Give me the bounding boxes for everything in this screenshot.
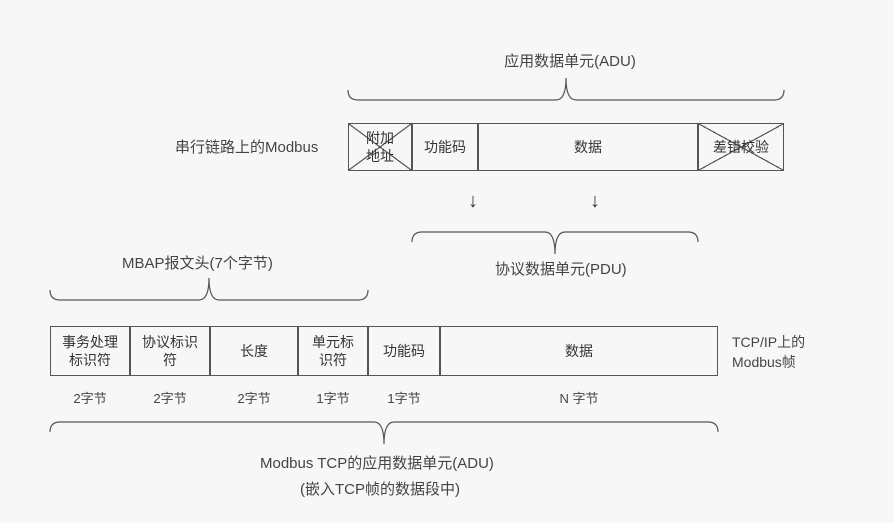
tcp-cell-3: 单元标 识符	[298, 326, 368, 376]
tcp-cell-size-4: 1字节	[368, 388, 440, 407]
serial-cell-2: 数据	[478, 123, 698, 171]
serial-cell-0: 附加 地址	[348, 123, 412, 171]
mbap-header-label: MBAP报文头(7个字节)	[122, 252, 273, 273]
serial-cell-3: 差错校验	[698, 123, 784, 171]
tcp-adu-sub-label: (嵌入TCP帧的数据段中)	[300, 478, 460, 499]
adu-top-label: 应用数据单元(ADU)	[470, 50, 670, 71]
tcp-cell-size-3: 1字节	[298, 388, 368, 407]
tcp-cell-0: 事务处理 标识符	[50, 326, 130, 376]
down-arrow-1: ↓	[590, 190, 600, 213]
tcpip-modbus-label-2: Modbus帧	[732, 352, 796, 372]
tcp-cell-size-5: N 字节	[440, 388, 718, 407]
serial-cell-1: 功能码	[412, 123, 478, 171]
tcp-adu-label: Modbus TCP的应用数据单元(ADU)	[260, 452, 494, 473]
tcp-cell-size-0: 2字节	[50, 388, 130, 407]
tcpip-modbus-label-1: TCP/IP上的	[732, 332, 805, 352]
tcp-cell-1: 协议标识 符	[130, 326, 210, 376]
tcp-cell-5: 数据	[440, 326, 718, 376]
serial-modbus-label: 串行链路上的Modbus	[175, 136, 318, 157]
down-arrow-0: ↓	[468, 190, 478, 213]
tcp-cell-4: 功能码	[368, 326, 440, 376]
tcp-cell-size-1: 2字节	[130, 388, 210, 407]
tcp-cell-2: 长度	[210, 326, 298, 376]
tcp-cell-size-2: 2字节	[210, 388, 298, 407]
pdu-label: 协议数据单元(PDU)	[495, 258, 627, 279]
